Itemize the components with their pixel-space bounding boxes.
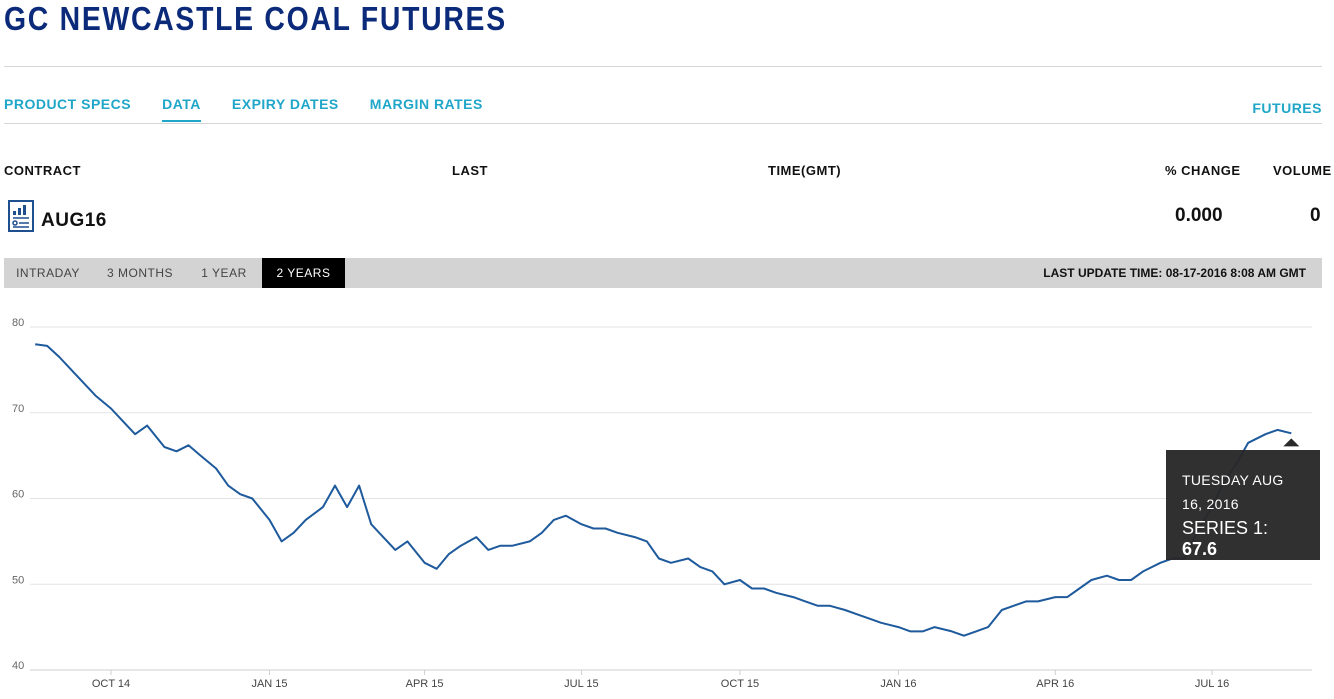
y-tick-label-50: 50 [12,574,24,586]
header-volume: VOLUME [1273,163,1332,178]
chart-series [35,343,1300,637]
tooltip-series: SERIES 1: 67.6 [1182,518,1304,560]
tooltip-value: 67.6 [1182,539,1218,559]
page-title: GC NEWCASTLE COAL FUTURES [4,0,507,37]
header-percent-change: % CHANGE [1165,163,1241,178]
tab-margin-rates[interactable]: MARGIN RATES [369,96,483,112]
y-tick-label-40: 40 [12,660,24,672]
range-1-year-button[interactable]: 1 YEAR [201,266,247,280]
range-selector: INTRADAY 3 MONTHS 1 YEAR 2 YEARS LAST UP… [4,258,1322,288]
range-2-years-button[interactable]: 2 YEARS [262,258,345,288]
contract-name[interactable]: AUG16 [41,210,107,231]
tab-expiry-dates[interactable]: EXPIRY DATES [231,96,339,112]
x-tick-label-1: JAN 15 [251,678,287,690]
futures-link[interactable]: FUTURES [1252,100,1322,116]
x-tick-label-6: APR 16 [1036,678,1074,690]
chart-tooltip: TUESDAY AUG 16, 2016 SERIES 1: 67.6 [1166,450,1320,560]
product-tabs: PRODUCT SPECS DATA EXPIRY DATES MARGIN R… [4,96,514,122]
x-axis-ticks: OCT 14 JAN 15 APR 15 JUL 15 OCT 15 JAN 16 APR … [92,670,1229,690]
x-tick-label-4: OCT 15 [721,678,759,690]
header-contract: CONTRACT [4,163,81,178]
x-tick-label-2: APR 15 [406,678,444,690]
tooltip-series-label: SERIES 1: [1182,518,1269,538]
title-divider [4,66,1322,67]
y-tick-label-60: 60 [12,489,24,501]
chart-gridlines [30,326,1312,671]
series-line-0 [35,343,1292,637]
y-tick-label-80: 80 [12,317,24,329]
header-time: TIME(GMT) [768,163,842,178]
y-tick-label-70: 70 [12,403,24,415]
y-axis-ticks: 40 50 60 70 80 [12,317,24,672]
x-tick-label-3: JUL 15 [564,678,598,690]
range-3-months-button[interactable]: 3 MONTHS [106,266,173,280]
volume-value: 0 [1310,205,1321,226]
tab-data[interactable]: DATA [162,96,201,122]
header-last: LAST [452,163,488,178]
tooltip-pointer [1283,438,1300,447]
tab-product-specs[interactable]: PRODUCT SPECS [4,96,132,112]
x-tick-label-7: JUL 16 [1195,678,1229,690]
report-chart-icon[interactable] [8,200,34,232]
percent-change-value: 0.000 [1175,205,1223,226]
x-tick-label-0: OCT 14 [92,678,130,690]
x-tick-label-5: JAN 16 [880,678,916,690]
last-update-time: LAST UPDATE TIME: 08-17-2016 8:08 AM GMT [1043,266,1306,280]
range-intraday-button[interactable]: INTRADAY [16,266,80,280]
contract-row: AUG16 [8,200,107,232]
nav-divider [4,123,1322,124]
tooltip-date: TUESDAY AUG 16, 2016 [1182,472,1284,512]
